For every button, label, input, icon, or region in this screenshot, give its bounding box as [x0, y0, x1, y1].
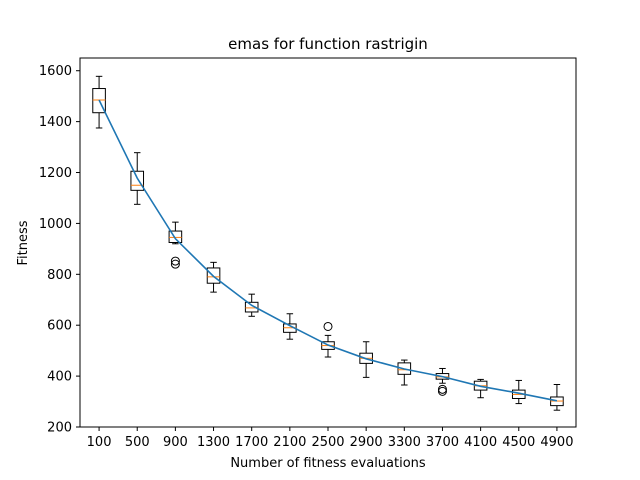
x-tick-label: 1300 — [197, 435, 230, 450]
x-tick-label: 100 — [87, 435, 112, 450]
x-tick-label: 1700 — [235, 435, 268, 450]
x-tick-label: 3300 — [388, 435, 421, 450]
x-tick-label: 500 — [125, 435, 150, 450]
y-tick-label: 1400 — [39, 115, 72, 130]
x-tick-label: 4900 — [540, 435, 573, 450]
y-tick-label: 1000 — [39, 217, 72, 232]
x-tick-label: 2900 — [350, 435, 383, 450]
x-tick-label: 900 — [163, 435, 188, 450]
chart-title: emas for function rastrigin — [228, 35, 428, 53]
x-axis-title: Number of fitness evaluations — [230, 456, 426, 471]
y-tick-label: 600 — [47, 319, 72, 334]
mean-line — [98, 99, 558, 402]
box-outlier — [170, 259, 180, 269]
box-outlier — [323, 321, 333, 331]
y-tick-label: 1600 — [39, 64, 72, 79]
box-outlier — [437, 384, 447, 394]
x-tick-label: 2500 — [311, 435, 344, 450]
y-axis-title: Fitness — [16, 220, 31, 265]
y-tick-label: 1200 — [39, 166, 72, 181]
x-tick-label: 4500 — [502, 435, 535, 450]
x-tick-label: 4100 — [464, 435, 497, 450]
y-tick-label: 800 — [47, 268, 72, 283]
plot-area: 200 400 600 800 1000 1200 1400 1600 100 500 900 130… — [39, 57, 577, 450]
y-tick-label: 400 — [47, 370, 72, 385]
x-tick-label: 3700 — [426, 435, 459, 450]
box-outlier — [437, 386, 447, 396]
box-body — [244, 301, 259, 313]
box-body — [130, 170, 145, 191]
axes-frame — [79, 57, 577, 428]
x-tick-label: 2100 — [273, 435, 306, 450]
y-tick-label: 200 — [47, 421, 72, 436]
box-body — [206, 267, 221, 284]
box-body — [92, 88, 106, 114]
box-body — [397, 362, 412, 375]
box-outlier — [170, 256, 180, 266]
box-body — [168, 230, 183, 244]
box-body — [435, 373, 450, 380]
